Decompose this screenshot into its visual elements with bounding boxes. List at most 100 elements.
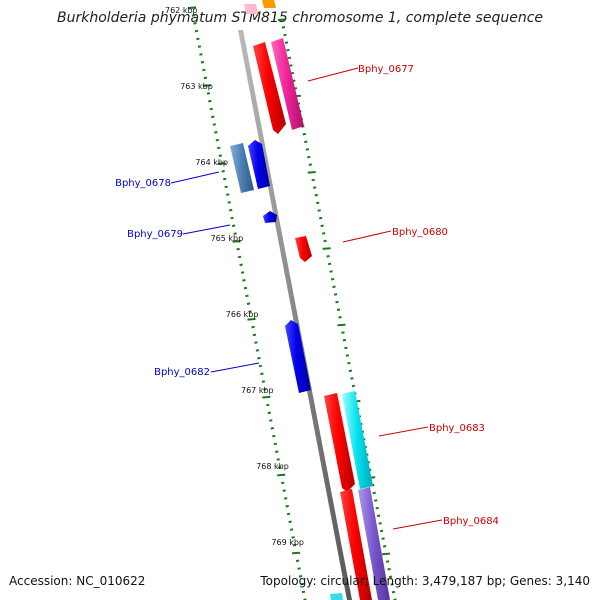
gene-label-bphy-0682[interactable]: Bphy_0682: [154, 367, 210, 378]
tick-mark-outer: [321, 232, 326, 235]
tick-mark-inner: [224, 185, 228, 189]
tick-mark-outer: [307, 171, 316, 174]
tick-mark-inner: [286, 512, 291, 516]
gene-bphy-0682-reverse-bar[interactable]: [285, 320, 311, 393]
gene-bphy-0678-reverse-bar[interactable]: [248, 140, 270, 189]
tick-mark-inner: [277, 473, 286, 477]
tick-mark-inner: [227, 201, 231, 204]
tick-mark-inner: [211, 115, 215, 119]
tick-mark-inner: [215, 138, 219, 142]
tick-mark-outer: [379, 529, 384, 533]
gene-bphy-0680-forward-arrow[interactable]: [295, 236, 312, 262]
gene-label-bphy-0680[interactable]: Bphy_0680: [392, 227, 448, 238]
tick-mark-outer: [330, 277, 335, 281]
tick-mark-inner: [200, 60, 205, 64]
tick-label: 766 kbp: [226, 310, 259, 319]
tick-label: 762 kbp: [165, 6, 198, 15]
tick-mark-inner: [240, 271, 245, 274]
tick-label: 769 kbp: [271, 538, 304, 547]
tick-mark-outer: [283, 33, 287, 37]
tick-mark-outer: [333, 293, 338, 296]
tick-marks-inner: [187, 6, 307, 600]
gene-bphy-0677-forward-bar[interactable]: [253, 42, 286, 134]
gene-bphy-0684-feature-bar[interactable]: [358, 487, 390, 600]
tick-mark-inner: [202, 68, 206, 72]
tick-mark-outer: [326, 255, 330, 258]
tick-mark-outer: [323, 239, 327, 243]
tick-mark-inner: [298, 575, 303, 578]
tick-mark-outer: [388, 575, 393, 579]
tick-mark-outer: [305, 148, 309, 151]
sequence-stats-text: Topology: circular; Length: 3,479,187 bp…: [260, 574, 590, 588]
tick-label: 763 kbp: [180, 82, 213, 91]
tick-mark-inner: [236, 247, 240, 251]
gene-label-bphy-0683[interactable]: Bphy_0683: [429, 423, 485, 434]
tick-mark-inner: [269, 419, 273, 422]
tick-mark-inner: [275, 450, 279, 453]
tick-mark-outer: [286, 48, 290, 52]
tick-mark-inner: [203, 76, 208, 80]
tick-mark-inner: [254, 341, 258, 344]
gene-label-bphy-0684[interactable]: Bphy_0684: [443, 516, 499, 527]
tick-mark-inner: [267, 411, 271, 415]
tick-mark-outer: [287, 56, 292, 60]
tick-mark-inner: [194, 29, 199, 33]
tick-mark-inner: [187, 6, 197, 9]
tick-mark-inner: [261, 380, 266, 383]
gene-bphy-0677-feature-bar[interactable]: [271, 38, 304, 130]
tick-mark-outer: [342, 338, 347, 342]
map-title: Burkholderia phymatum STM815 chromosome …: [56, 10, 543, 26]
tick-mark-inner: [273, 442, 277, 446]
gene-label-bphy-0678[interactable]: Bphy_0678: [115, 178, 171, 189]
tick-mark-inner: [226, 193, 230, 196]
gene-bphy-0679-reverse-arrow[interactable]: [263, 211, 277, 223]
tick-mark-inner: [257, 356, 261, 360]
tick-mark-outer: [345, 354, 350, 357]
tick-mark-inner: [209, 107, 213, 111]
tick-mark-inner: [258, 364, 263, 368]
leader-bphy-0682: [210, 362, 260, 373]
tick-mark-inner: [292, 551, 301, 555]
tick-mark-inner: [301, 590, 306, 594]
tick-mark-inner: [246, 302, 251, 305]
tick-mark-outer: [281, 26, 286, 29]
tick-mark-outer: [391, 590, 396, 594]
gene-bphy-0684-forward-bar[interactable]: [340, 489, 372, 600]
tick-mark-outer: [329, 270, 333, 273]
tick-mark-outer: [322, 247, 331, 250]
tick-mark-outer: [378, 522, 382, 525]
tick-mark-outer: [375, 506, 379, 510]
gene-bphy-0683-forward-bar[interactable]: [324, 393, 355, 492]
gene-label-bphy-0679[interactable]: Bphy_0679: [127, 229, 183, 240]
tick-mark-inner: [270, 427, 274, 430]
gene-partial-orange-top[interactable]: [262, 0, 276, 8]
tick-mark-outer: [302, 132, 306, 136]
tick-mark-inner: [206, 92, 211, 95]
tick-mark-outer: [314, 193, 318, 197]
tick-mark-inner: [196, 37, 200, 41]
tick-mark-inner: [242, 279, 246, 282]
tick-mark-outer: [319, 216, 323, 220]
gene-label-bphy-0677[interactable]: Bphy_0677: [358, 64, 414, 75]
tick-mark-outer: [338, 316, 342, 319]
tick-mark-outer: [336, 308, 341, 311]
tick-mark-inner: [223, 177, 227, 181]
gene-bphy-0678-feature-bar[interactable]: [230, 143, 254, 193]
tick-mark-inner: [239, 263, 243, 267]
leader-bphy-0678: [170, 171, 220, 184]
tick-mark-inner: [276, 458, 280, 461]
tick-mark-outer: [311, 178, 315, 182]
leader-bphy-0683: [378, 426, 429, 437]
gene-partial-pink-top[interactable]: [244, 4, 258, 14]
gene-partial-cyan-bottom[interactable]: [330, 593, 343, 600]
tick-mark-inner: [208, 99, 212, 103]
tick-mark-inner: [278, 466, 282, 469]
accession-text: Accession: NC_010622: [9, 574, 146, 588]
gene-bphy-0683-feature-bar[interactable]: [342, 391, 373, 489]
tick-mark-inner: [263, 388, 267, 391]
tick-mark-outer: [376, 514, 381, 518]
tick-mark-inner: [288, 520, 292, 524]
tick-mark-outer: [335, 300, 339, 304]
leader-bphy-0680: [342, 230, 392, 243]
tick-mark-outer: [350, 377, 354, 380]
